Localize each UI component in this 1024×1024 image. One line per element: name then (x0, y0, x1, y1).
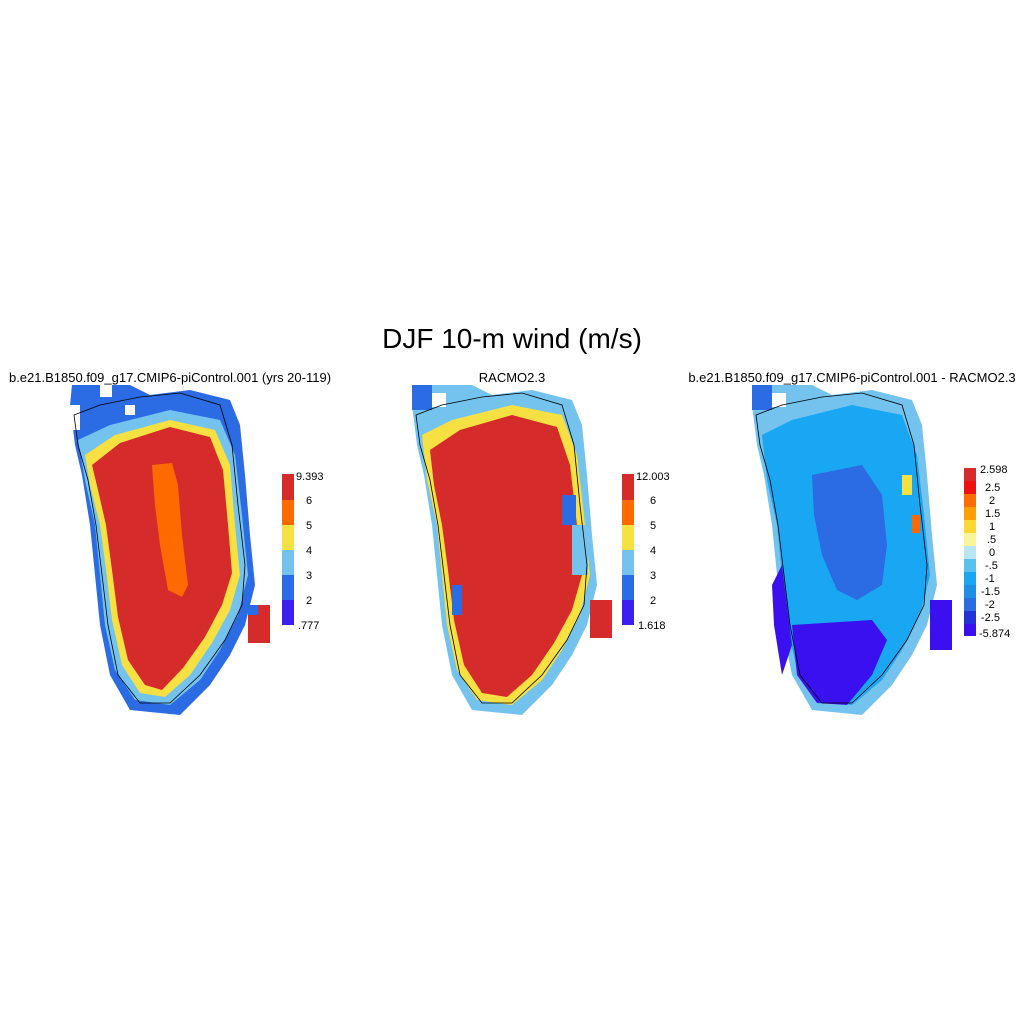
panel-3-map (752, 385, 952, 715)
colorbar-box (622, 600, 634, 625)
colorbar-label: 0 (989, 547, 996, 559)
colorbar-box (964, 611, 976, 624)
colorbar-box (964, 533, 976, 546)
colorbar-label: 2.598 (980, 464, 1008, 476)
colorbar-label: 9.393 (296, 471, 324, 483)
colorbar-label: 4 (650, 545, 657, 557)
colorbar-label: 1.5 (985, 508, 1001, 520)
panel-2-colorbar: 1.618 2 3 4 5 6 12.003 (622, 471, 682, 632)
colorbar-label: 6 (306, 495, 313, 507)
colorbar-label: -2 (985, 599, 995, 611)
panel-3-title: b.e21.B1850.f09_g17.CMIP6-piControl.001 … (688, 370, 1016, 385)
colorbar-box (964, 520, 976, 533)
colorbar-label: 4 (306, 545, 313, 557)
colorbar-box (282, 600, 294, 625)
colorbar-label: 3 (650, 570, 657, 582)
colorbar-box (964, 624, 976, 636)
colorbar-label: 1.618 (638, 620, 666, 632)
colorbar-box (964, 598, 976, 611)
colorbar-box (964, 494, 976, 507)
colorbar-box (282, 525, 294, 550)
colorbar-box (964, 572, 976, 585)
colorbar-label: -2.5 (981, 612, 1000, 624)
panel-1-colorbar: .777 2 3 4 5 6 9.393 (282, 471, 342, 632)
colorbar-box (964, 559, 976, 572)
colorbar-box (964, 585, 976, 598)
colorbar-box (622, 474, 634, 500)
colorbar-box (282, 500, 294, 525)
colorbar-label: .5 (987, 534, 997, 546)
colorbar-box (282, 575, 294, 600)
colorbar-label: 12.003 (636, 471, 670, 483)
colorbar-box (964, 468, 976, 481)
colorbar-label: 2 (650, 595, 657, 607)
colorbar-label: 5 (306, 520, 313, 532)
colorbar-box (964, 507, 976, 520)
colorbar-label: 2 (306, 595, 313, 607)
panel-2-title: RACMO2.3 (478, 370, 546, 385)
colorbar-label: .777 (298, 620, 320, 632)
colorbar-box (282, 474, 294, 500)
colorbar-label: 2.5 (985, 482, 1001, 494)
colorbar-box (964, 481, 976, 494)
colorbar-label: -1.5 (981, 586, 1000, 598)
colorbar-label: 3 (306, 570, 313, 582)
colorbar-label: 1 (989, 521, 996, 533)
colorbar-box (622, 575, 634, 600)
colorbar-label: -1 (985, 573, 995, 585)
colorbar-label: -.5 (985, 560, 998, 572)
colorbar-label: 6 (650, 495, 657, 507)
colorbar-box (622, 550, 634, 575)
colorbar-label: 2 (989, 495, 996, 507)
colorbar-box (622, 525, 634, 550)
figure-title: DJF 10-m wind (m/s) (382, 323, 642, 354)
panel-3-colorbar: -5.874 -2.5 -2 -1.5 -1 -.5 0 .5 1 1.5 2 … (964, 464, 1024, 640)
colorbar-label: 5 (650, 520, 657, 532)
colorbar-box (282, 550, 294, 575)
panel-2-map (412, 385, 612, 715)
colorbar-box (964, 546, 976, 559)
panel-1-title: b.e21.B1850.f09_g17.CMIP6-piControl.001 … (8, 370, 332, 385)
colorbar-box (622, 500, 634, 525)
panel-1-map (70, 385, 270, 715)
colorbar-label: -5.874 (979, 628, 1011, 640)
